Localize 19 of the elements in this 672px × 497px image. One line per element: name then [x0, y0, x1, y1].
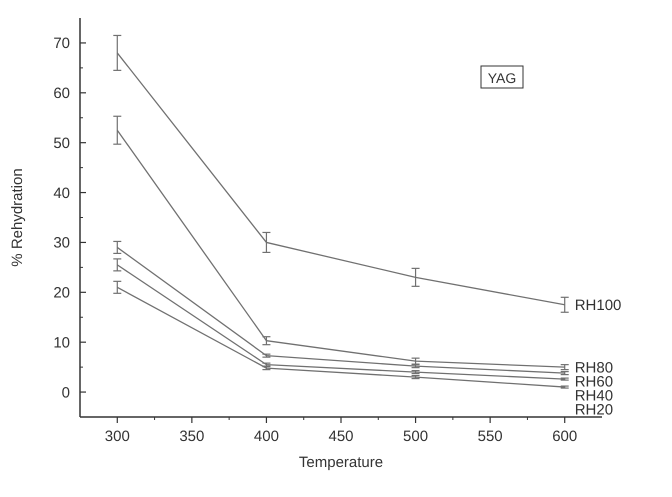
y-tick-label: 60	[53, 85, 70, 102]
x-tick-label: 400	[254, 428, 279, 445]
x-tick-label: 300	[104, 428, 130, 445]
y-tick-label: 30	[53, 234, 70, 252]
y-axis-title: % Rehydration	[9, 168, 26, 267]
y-tick-label: 10	[53, 334, 70, 352]
series-label: RH100	[574, 297, 622, 314]
x-tick-label: 500	[403, 428, 428, 445]
y-tick-label: 70	[53, 35, 70, 52]
x-axis-title: Temperature	[298, 454, 384, 471]
annotation: YAG	[488, 70, 516, 86]
y-tick-label: 50	[53, 134, 70, 152]
y-tick-label: 20	[53, 284, 70, 302]
y-tick-label: 0	[62, 384, 70, 402]
y-tick-label: 40	[53, 184, 70, 202]
x-tick-label: 600	[552, 428, 578, 445]
x-tick-label: 550	[478, 428, 503, 445]
x-tick-label: 350	[179, 428, 204, 445]
x-tick-label: 450	[328, 428, 354, 445]
